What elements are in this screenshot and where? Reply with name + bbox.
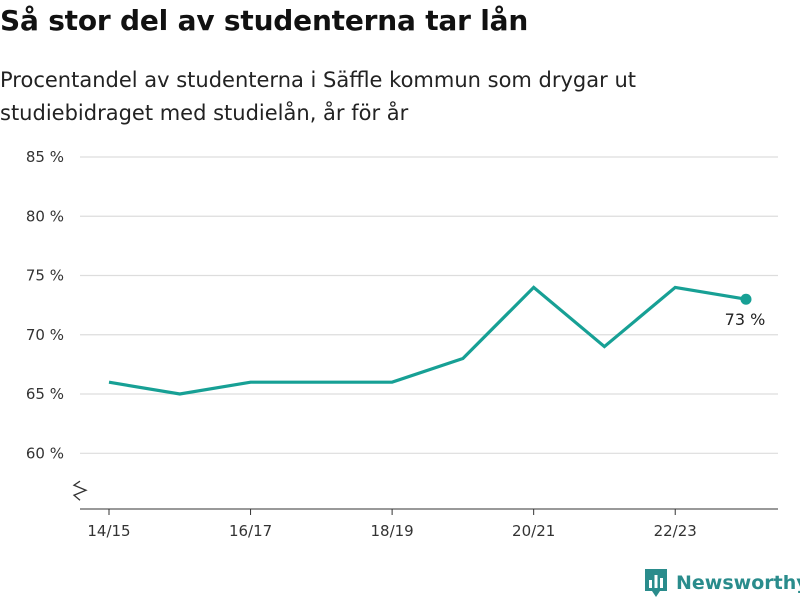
chart-subtitle: Procentandel av studenterna i Säffle kom… — [0, 68, 636, 125]
newsworthy-logo-icon — [645, 569, 667, 597]
newsworthy-logo[interactable]: Newsworthy — [644, 568, 800, 598]
x-tick-label: 20/21 — [512, 522, 555, 540]
axis-break-icon — [72, 480, 88, 501]
series-line — [108, 285, 747, 396]
x-tick-label: 14/15 — [87, 522, 130, 540]
x-tick-label: 18/19 — [370, 522, 413, 540]
y-tick-label: 70 % — [26, 326, 64, 344]
y-tick-label: 75 % — [26, 267, 64, 285]
x-axis-ticks: 14/15 16/17 18/19 20/21 22/23 — [87, 509, 697, 540]
gridlines — [80, 156, 778, 454]
brand-name: Newsworthy — [676, 572, 800, 594]
y-tick-label: 60 % — [26, 444, 64, 462]
end-value-label: 73 % — [725, 310, 766, 329]
y-axis-ticks: 60 % 65 % 70 % 75 % 80 % 85 % — [26, 148, 64, 462]
y-tick-label: 80 % — [26, 207, 64, 225]
y-tick-label: 85 % — [26, 148, 64, 166]
chart-title: Så stor del av studenterna tar lån — [0, 4, 529, 37]
end-point-marker — [740, 293, 752, 305]
y-tick-label: 65 % — [26, 385, 64, 403]
x-tick-label: 16/17 — [229, 522, 272, 540]
x-tick-label: 22/23 — [654, 522, 697, 540]
